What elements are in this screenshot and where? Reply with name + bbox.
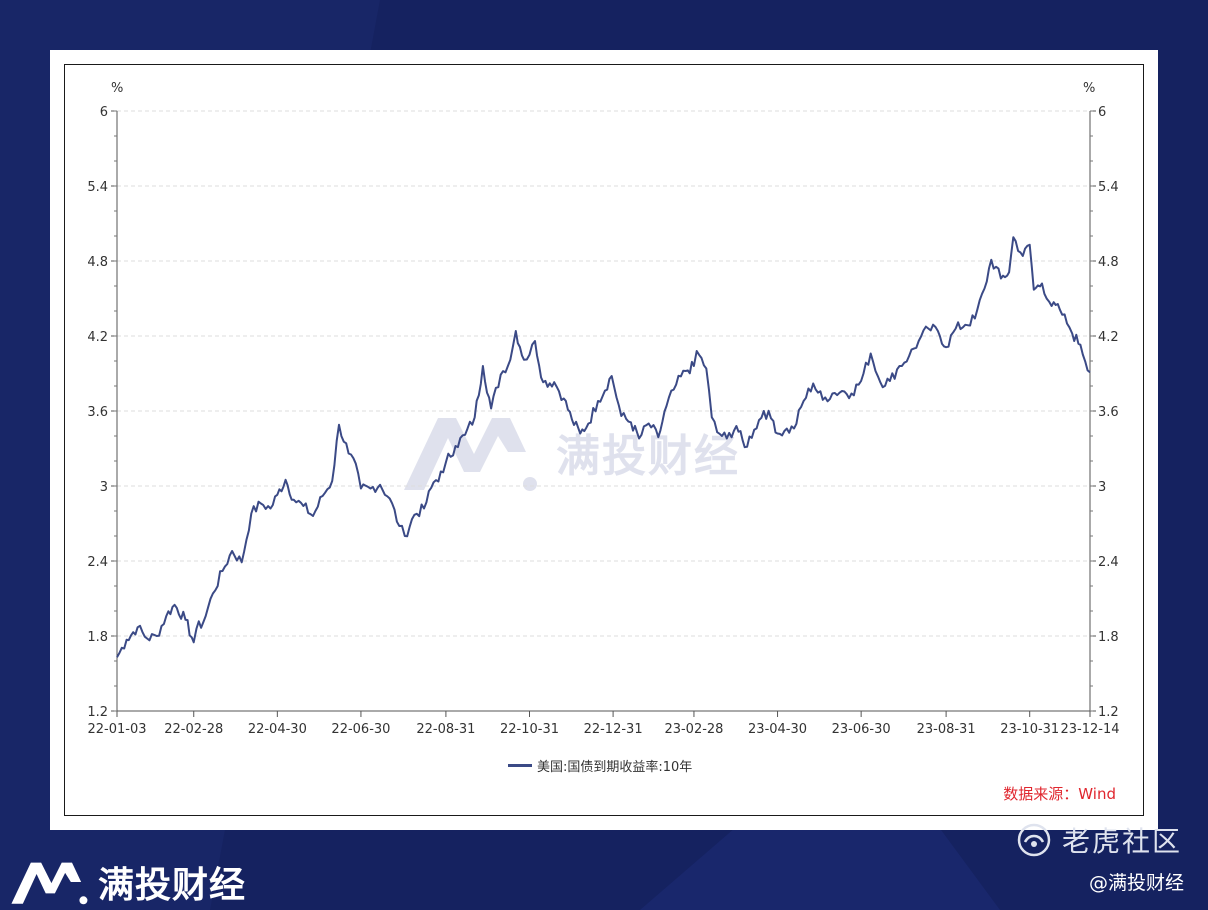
author-handle: @满投财经 bbox=[1088, 872, 1184, 894]
x-tick-label: 22-12-31 bbox=[584, 722, 643, 737]
footer-brand: 满投财经 bbox=[8, 856, 246, 908]
series-line-us-10y bbox=[116, 236, 1091, 658]
y-tick-label-left: 4.2 bbox=[87, 330, 108, 345]
y-tick-label-right: 1.2 bbox=[1098, 705, 1119, 720]
y-tick-label-left: 1.2 bbox=[87, 705, 108, 720]
y-tick-label-left: 4.8 bbox=[87, 255, 108, 270]
y-tick-label-right: 4.8 bbox=[1098, 255, 1119, 270]
legend-label: 美国:国债到期收益率:10年 bbox=[537, 759, 693, 775]
y-tick-label-left: 6 bbox=[100, 105, 108, 120]
community-mark: 老虎社区 bbox=[1016, 820, 1182, 860]
watermark-text: 满投财经 bbox=[556, 431, 740, 482]
y-tick-label-right: 4.2 bbox=[1098, 330, 1119, 345]
series-lines bbox=[116, 236, 1091, 658]
y-axis-left-unit: % bbox=[111, 81, 123, 96]
community-name: 老虎社区 bbox=[1061, 825, 1182, 858]
y-tick-label-left: 3.6 bbox=[87, 405, 108, 420]
chart-frame bbox=[64, 64, 1144, 816]
y-tick-label-right: 3 bbox=[1098, 480, 1106, 495]
brand-name: 满投财经 bbox=[98, 865, 247, 906]
x-tick-label: 22-06-30 bbox=[331, 722, 390, 737]
x-tick-label: 22-02-28 bbox=[164, 722, 223, 737]
x-tick-label: 22-04-30 bbox=[248, 722, 307, 737]
y-axis-right-unit: % bbox=[1083, 81, 1095, 96]
axes: % %6 65.4 5.44.8 4.84.2 4.23.6 3.63 32.4 2.41.8 1… bbox=[87, 81, 1119, 737]
x-tick-label: 22-10-31 bbox=[500, 722, 559, 737]
x-tick-label: 23-02-28 bbox=[664, 722, 723, 737]
x-tick-label: 23-08-31 bbox=[917, 722, 976, 737]
watermark: 满投财经 bbox=[398, 412, 740, 492]
legend: 美国:国债到期收益率:10年 bbox=[508, 756, 693, 775]
grid-lines bbox=[117, 110, 1090, 637]
x-tick-label: 22-01-03 bbox=[87, 722, 146, 737]
y-tick-label-left: 3 bbox=[100, 480, 108, 495]
y-tick-label-right: 2.4 bbox=[1098, 555, 1119, 570]
x-tick-label: 22-08-31 bbox=[416, 722, 475, 737]
watermark-logo-icon bbox=[404, 418, 537, 491]
data-source-note: 数据来源：Wind bbox=[1003, 785, 1116, 803]
x-tick-label: 23-12-14 bbox=[1060, 722, 1119, 737]
y-tick-label-left: 2.4 bbox=[87, 555, 108, 570]
x-tick-label: 23-06-30 bbox=[832, 722, 891, 737]
y-tick-label-right: 6 bbox=[1098, 105, 1106, 120]
y-tick-label-right: 3.6 bbox=[1098, 405, 1119, 420]
x-tick-label: 23-04-30 bbox=[748, 722, 807, 737]
brand-logo-icon bbox=[11, 862, 88, 905]
legend-swatch bbox=[508, 763, 532, 767]
y-tick-label-left: 5.4 bbox=[87, 180, 108, 195]
tiger-logo-icon bbox=[1017, 823, 1051, 857]
x-tick-label: 23-10-31 bbox=[1000, 722, 1059, 737]
y-tick-label-left: 1.8 bbox=[87, 630, 108, 645]
y-tick-label-right: 1.8 bbox=[1098, 630, 1119, 645]
y-tick-label-right: 5.4 bbox=[1098, 180, 1119, 195]
